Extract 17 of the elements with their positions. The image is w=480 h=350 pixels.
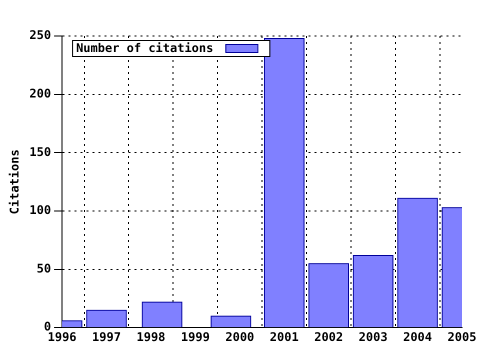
x-tick-label: 2003 — [358, 330, 388, 344]
y-tick-label: 200 — [29, 86, 52, 100]
x-tick-label: 2004 — [403, 330, 432, 344]
y-tick-label: 250 — [29, 28, 52, 42]
x-tick-label: 2005 — [448, 330, 476, 344]
x-tick-label: 2000 — [225, 330, 254, 344]
x-tick-label: 2002 — [314, 330, 344, 344]
x-tick-label: 1996 — [48, 330, 77, 344]
y-tick-label: 100 — [29, 203, 52, 218]
x-tick-label: 1999 — [180, 330, 210, 344]
y-axis-title: Citations — [7, 149, 22, 214]
x-tick-label: 1998 — [136, 330, 166, 344]
y-tick-label: 50 — [36, 261, 52, 276]
y-tick-label: 150 — [29, 144, 52, 159]
legend-label: Number of citations — [76, 41, 214, 56]
x-tick-label: 2001 — [270, 330, 299, 344]
x-tick-label: 1997 — [92, 330, 121, 344]
